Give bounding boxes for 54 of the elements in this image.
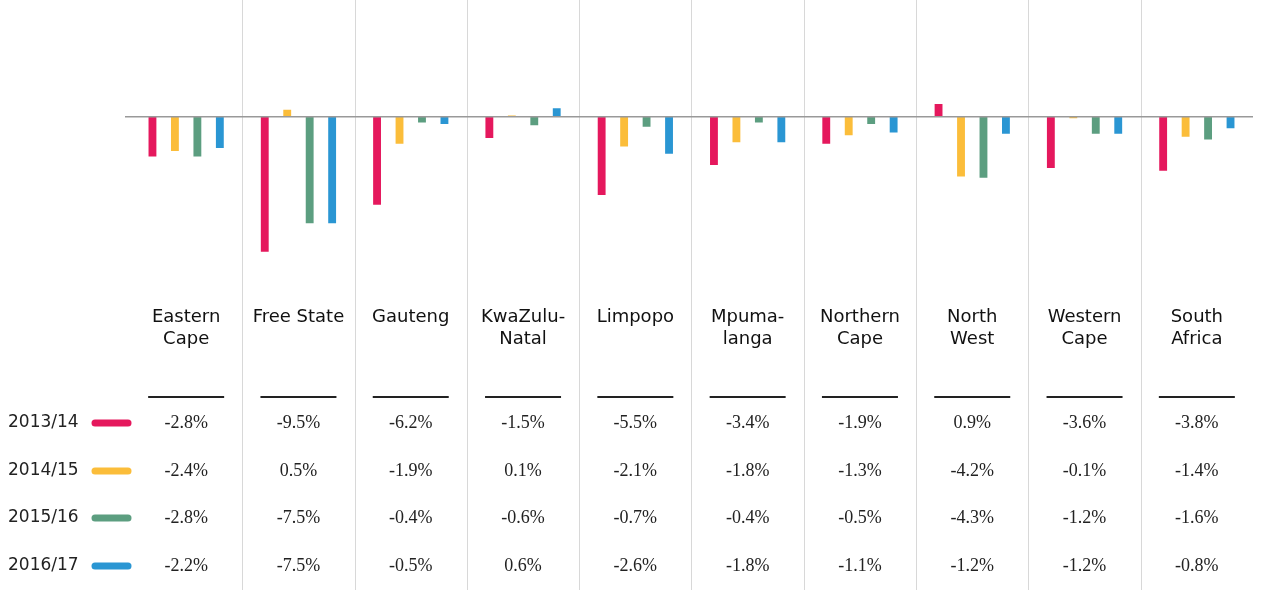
legend-label: 2016/17 <box>8 554 79 575</box>
data-label: -0.1% <box>1062 459 1107 480</box>
data-label: -1.5% <box>501 411 545 432</box>
data-label: -0.5% <box>838 506 882 527</box>
data-label: -0.4% <box>725 506 770 527</box>
data-label: -7.5% <box>276 554 321 575</box>
data-label: -1.4% <box>1175 459 1219 480</box>
data-label: -0.6% <box>501 506 545 527</box>
data-label: -2.6% <box>613 554 658 575</box>
x-tick-label: Western Cape <box>1047 305 1122 348</box>
legend-label: 2015/16 <box>8 506 79 527</box>
data-label: -1.1% <box>838 554 882 575</box>
legend-label: 2013/14 <box>8 411 79 432</box>
data-label: -5.5% <box>613 411 658 432</box>
data-label: -2.8% <box>164 411 208 432</box>
data-label: -4.3% <box>950 506 994 527</box>
data-label: -1.2% <box>1062 506 1107 527</box>
x-tick-label: Eastern Cape <box>151 305 221 348</box>
data-label: -3.8% <box>1175 411 1219 432</box>
x-tick-label: KwaZulu-Natal <box>480 305 566 348</box>
data-label: -9.5% <box>276 411 321 432</box>
data-label: -2.4% <box>164 459 208 480</box>
x-tick-label: Gauteng <box>372 305 450 327</box>
data-label: -1.9% <box>389 459 433 480</box>
data-label: -6.2% <box>389 411 433 432</box>
x-tick-label: Limpopo <box>596 305 675 327</box>
data-label: -1.8% <box>725 554 770 575</box>
data-label: -1.6% <box>1175 506 1219 527</box>
data-label: -1.2% <box>950 554 994 575</box>
data-label: 0.6% <box>504 554 542 575</box>
x-tick-label: North West <box>947 305 998 348</box>
data-label: -4.2% <box>950 459 994 480</box>
data-label: -3.6% <box>1062 411 1107 432</box>
data-label: -2.2% <box>164 554 208 575</box>
data-label: -1.8% <box>725 459 770 480</box>
x-tick-label: South Africa <box>1170 305 1223 348</box>
data-label: -0.8% <box>1175 554 1219 575</box>
x-tick-label: Free State <box>252 305 345 327</box>
data-label: 0.1% <box>504 459 542 480</box>
data-label: -7.5% <box>276 506 321 527</box>
data-label: -2.1% <box>613 459 658 480</box>
data-label: -0.5% <box>389 554 433 575</box>
x-tick-label: Mpuma-langa <box>710 305 785 348</box>
data-label: 0.9% <box>953 411 991 432</box>
data-label: -2.8% <box>164 506 208 527</box>
legend-label: 2014/15 <box>8 459 79 480</box>
data-label: 0.5% <box>279 459 318 480</box>
data-label: -3.4% <box>725 411 770 432</box>
data-label: -1.2% <box>1062 554 1107 575</box>
data-label: -1.9% <box>838 411 882 432</box>
data-label: -0.4% <box>389 506 433 527</box>
data-label: -0.7% <box>613 506 658 527</box>
data-label: -1.3% <box>838 459 882 480</box>
x-tick-label: Northern Cape <box>819 305 900 348</box>
